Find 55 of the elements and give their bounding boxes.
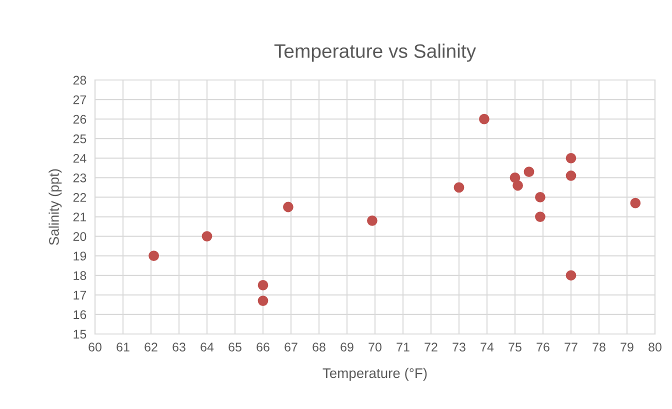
point	[630, 198, 641, 208]
point	[454, 182, 464, 193]
point	[524, 166, 534, 178]
point	[535, 212, 546, 222]
point	[258, 296, 268, 306]
x-tick-label: 65	[228, 342, 242, 352]
point	[148, 250, 159, 262]
y-tick-label: 19	[74, 252, 86, 260]
x-tick-label: 63	[172, 342, 186, 352]
y-tick-label: 17	[74, 290, 86, 300]
x-tick-label: 80	[648, 342, 662, 352]
x-tick-label: 76	[536, 342, 550, 352]
point	[283, 202, 294, 212]
y-tick-label: 18	[74, 271, 86, 280]
point	[479, 114, 490, 124]
x-tick-label: 71	[396, 342, 410, 352]
y-tick-label: 28	[73, 76, 86, 85]
y-tick-label: 15	[74, 330, 86, 339]
y-tick-label: 16	[74, 310, 86, 320]
x-tick-label: 70	[368, 342, 382, 352]
x-tick-label: 78	[592, 342, 606, 352]
x-tick-label: 72	[424, 342, 438, 352]
x-tick-label: 79	[620, 342, 634, 352]
x-tick-label: 69	[340, 342, 354, 352]
point	[202, 231, 212, 242]
x-tick-label: 75	[508, 342, 522, 352]
y-tick-label: 24	[73, 154, 86, 163]
x-tick-label: 68	[312, 342, 326, 352]
y-tick-label: 27	[73, 95, 86, 104]
x-axis-title: Temperature (°F)	[322, 368, 427, 381]
y-tick-label: 23	[73, 173, 86, 182]
point	[566, 270, 576, 281]
x-tick-label: 74	[480, 342, 494, 352]
y-axis-title: Salinity (ppt)	[48, 169, 62, 245]
point	[566, 152, 576, 164]
x-tick-label: 61	[116, 342, 130, 352]
y-tick-label: 22	[73, 193, 86, 202]
x-tick-label: 64	[200, 342, 214, 352]
x-tick-label: 60	[88, 342, 102, 352]
point	[258, 280, 268, 290]
chart-title: Temperature vs Salinity	[274, 44, 476, 62]
y-tick-label: 20	[73, 232, 86, 241]
y-tick-label: 21	[73, 212, 86, 222]
x-tick-label: 77	[564, 342, 578, 352]
y-tick-label: 26	[73, 114, 86, 124]
x-tick-label: 67	[284, 342, 298, 352]
point	[510, 172, 520, 183]
point	[367, 215, 378, 226]
point	[566, 170, 576, 181]
y-tick-label: 25	[73, 134, 86, 144]
point	[535, 192, 546, 202]
x-tick-label: 66	[256, 342, 270, 352]
point	[512, 180, 523, 191]
x-tick-label: 73	[452, 342, 466, 352]
x-tick-label: 62	[144, 342, 158, 352]
